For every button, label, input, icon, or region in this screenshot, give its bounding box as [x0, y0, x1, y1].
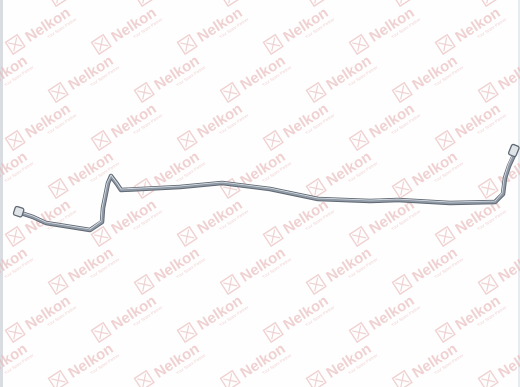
watermark-logo	[262, 2, 337, 61]
watermark-logo	[0, 242, 36, 301]
watermark-logo	[4, 290, 79, 349]
watermark-logo	[90, 290, 165, 349]
watermark-logo	[477, 242, 520, 301]
watermark-logo	[305, 50, 380, 109]
watermark-logo	[219, 50, 294, 109]
watermark-logo	[477, 338, 520, 387]
watermark-logo	[133, 146, 208, 205]
watermark-logo	[176, 194, 251, 253]
watermark-logo	[305, 242, 380, 301]
watermark-logo	[305, 338, 380, 387]
watermark-logo	[0, 338, 36, 387]
left-edge-frame	[0, 0, 3, 387]
watermark-logo	[348, 2, 423, 61]
watermark-logo	[90, 98, 165, 157]
watermark-logo	[477, 50, 520, 109]
watermark-logo	[219, 146, 294, 205]
watermark-logo	[348, 98, 423, 157]
watermark-logo	[47, 338, 122, 387]
watermark-logo	[348, 290, 423, 349]
watermark-logo	[391, 146, 466, 205]
watermark-logo	[262, 290, 337, 349]
brake-pipe	[12, 143, 520, 233]
watermark-logo	[391, 50, 466, 109]
watermark-logo	[305, 146, 380, 205]
watermark-logo	[4, 2, 79, 61]
watermark-logo	[47, 50, 122, 109]
watermark-logo	[47, 242, 122, 301]
watermark-logo	[176, 98, 251, 157]
watermark-logo	[0, 50, 36, 109]
watermark-logo	[133, 50, 208, 109]
watermark-logo	[4, 98, 79, 157]
watermark-logo	[133, 338, 208, 387]
right-edge-frame	[518, 0, 520, 387]
watermark-logo	[391, 338, 466, 387]
watermark-logo	[348, 194, 423, 253]
watermark-logo	[90, 2, 165, 61]
watermark-logo	[391, 242, 466, 301]
watermark-logo	[434, 98, 509, 157]
watermark-logo	[0, 0, 36, 13]
left-fitting	[12, 205, 25, 218]
watermark-logo	[219, 338, 294, 387]
watermark-logo	[176, 290, 251, 349]
watermark-logo	[434, 290, 509, 349]
watermark-logo	[133, 242, 208, 301]
watermark-logo	[262, 98, 337, 157]
watermark-logo	[0, 146, 36, 205]
watermark-logo	[434, 2, 509, 61]
right-fitting	[507, 143, 520, 158]
watermark-logo	[262, 194, 337, 253]
watermark-logo	[219, 242, 294, 301]
watermark-logo	[176, 2, 251, 61]
